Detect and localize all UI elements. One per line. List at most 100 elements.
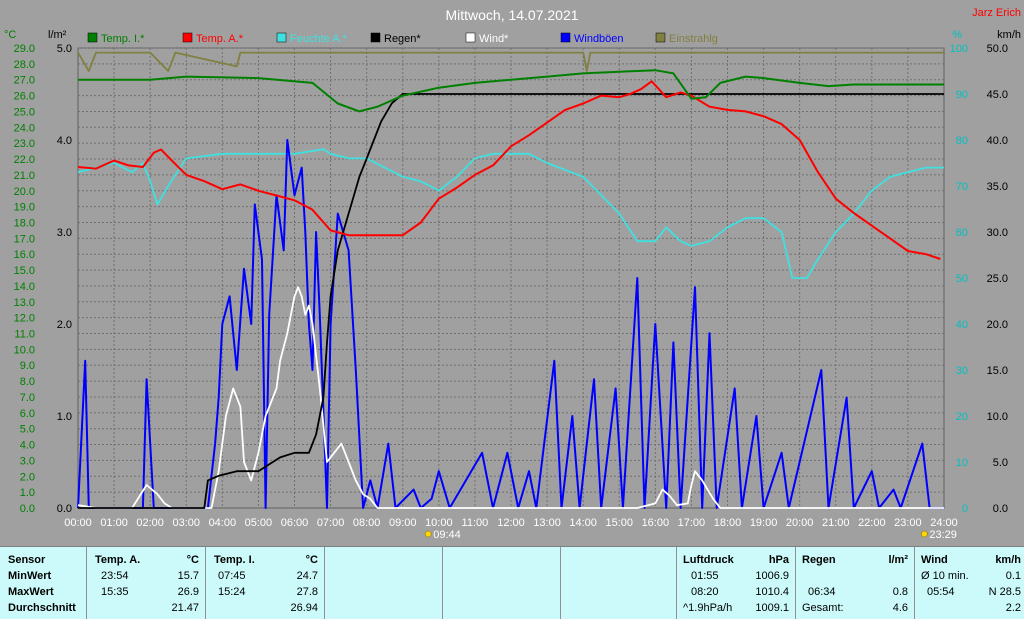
series-line-regen bbox=[78, 93, 944, 509]
temp-tick-label: 28.0 bbox=[14, 59, 35, 71]
axes: 0.0 1.0 2.0 3.0 4.0 5.0 6.0 7.0 8.0 9.0 10.0 11.0 12… bbox=[14, 43, 1008, 541]
min-label: MinWert bbox=[8, 570, 52, 582]
temp-tick-label: 14.0 bbox=[14, 281, 35, 293]
series-line-temp-a bbox=[77, 80, 941, 260]
wind-unit: km/h bbox=[995, 554, 1021, 566]
temp-tick-label: 4.0 bbox=[20, 440, 35, 452]
rain-unit: l/m² bbox=[888, 554, 908, 566]
indoor-avg-value: 26.94 bbox=[290, 602, 318, 614]
time-tick-label: 23:00 bbox=[894, 517, 922, 529]
wind-avg-value: 0.1 bbox=[1005, 570, 1021, 582]
temp-tick-label: 9.0 bbox=[20, 360, 35, 372]
pressure-title: Luftdruck bbox=[683, 554, 734, 566]
outdoor-temp-title: Temp. A. bbox=[95, 554, 141, 566]
temp-tick-label: 16.0 bbox=[14, 249, 35, 261]
time-tick-label: 18:00 bbox=[714, 517, 742, 529]
wind-max-time: 05:54 bbox=[927, 586, 955, 598]
time-tick-label: 20:00 bbox=[786, 517, 814, 529]
time-tick-label: 02:00 bbox=[136, 517, 164, 529]
wind-tick-label: 30.0 bbox=[987, 227, 1008, 239]
outdoor-max-time: 15:35 bbox=[101, 586, 129, 598]
weather-chart: Mittwoch, 14.07.2021 Jarz Erich °C l/m² … bbox=[4, 7, 1021, 541]
author-label: Jarz Erich bbox=[972, 7, 1021, 19]
humidity-tick-label: 40 bbox=[956, 319, 968, 331]
legend-swatch bbox=[276, 32, 287, 43]
wind-tick-label: 10.0 bbox=[987, 411, 1008, 423]
statistics-panel: Sensor MinWert MaxWert Durchschnitt Temp… bbox=[0, 546, 1024, 619]
humidity-tick-label: 10 bbox=[956, 457, 968, 469]
time-tick-label: 19:00 bbox=[750, 517, 778, 529]
stats-empty-3 bbox=[561, 547, 677, 619]
indoor-min-value: 24.7 bbox=[296, 570, 318, 582]
avg-label: Durchschnitt bbox=[8, 602, 76, 614]
humidity-tick-label: 90 bbox=[956, 89, 968, 101]
grid bbox=[77, 47, 945, 509]
pressure-max-value: 1010.4 bbox=[755, 586, 789, 598]
time-tick-label: 11:00 bbox=[462, 517, 489, 529]
humidity-tick-label: 0 bbox=[962, 503, 968, 515]
temp-tick-label: 21.0 bbox=[14, 170, 35, 182]
time-tick-label: 12:00 bbox=[497, 517, 525, 529]
legend-label: Temp. I.* bbox=[101, 33, 145, 45]
humidity-tick-label: 70 bbox=[956, 181, 968, 193]
chart-title: Mittwoch, 14.07.2021 bbox=[445, 7, 578, 23]
rain-max-time: 06:34 bbox=[808, 586, 836, 598]
series-line-einstrahlg bbox=[77, 51, 944, 72]
time-tick-label: 13:00 bbox=[533, 517, 561, 529]
time-tick-label: 07:00 bbox=[317, 517, 345, 529]
wind-tick-label: 20.0 bbox=[987, 319, 1008, 331]
time-tick-label: 22:00 bbox=[858, 517, 886, 529]
stats-pressure: Luftdruck hPa 01:55 1006.9 08:20 1010.4 … bbox=[677, 547, 796, 619]
temp-tick-label: 3.0 bbox=[20, 455, 35, 467]
time-tick-label: 24:00 bbox=[930, 517, 958, 529]
legend-label: Windböen bbox=[574, 33, 624, 45]
wind-tick-label: 5.0 bbox=[993, 457, 1008, 469]
legend-label: Temp. A.* bbox=[196, 33, 244, 45]
humidity-tick-label: 100 bbox=[950, 43, 968, 55]
humidity-tick-label: 60 bbox=[956, 227, 968, 239]
rain-unit-label: l/m² bbox=[48, 29, 67, 41]
rain-total-value: 4.6 bbox=[892, 602, 908, 614]
time-tick-label: 16:00 bbox=[642, 517, 670, 529]
legend-label: Einstrahlg bbox=[669, 33, 718, 45]
sunset-label: 23:29 bbox=[929, 529, 957, 541]
series-line-feuchte-a bbox=[77, 148, 944, 279]
temp-tick-label: 8.0 bbox=[20, 376, 35, 388]
temp-tick-label: 17.0 bbox=[14, 233, 35, 245]
temp-tick-label: 2.0 bbox=[20, 471, 35, 483]
legend-label: Feuchte A.* bbox=[290, 33, 348, 45]
rain-tick-label: 5.0 bbox=[57, 43, 72, 55]
outdoor-temp-unit: °C bbox=[186, 554, 199, 566]
temp-tick-label: 0.0 bbox=[20, 503, 35, 515]
stats-rain: Regen l/m² 06:34 0.8 Gesamt: 4.6 bbox=[796, 547, 915, 619]
time-tick-label: 04:00 bbox=[209, 517, 237, 529]
wind-unit-label: km/h bbox=[997, 29, 1021, 41]
outdoor-avg-value: 21.47 bbox=[171, 602, 199, 614]
sensor-label: Sensor bbox=[8, 554, 46, 566]
legend-swatch bbox=[465, 32, 476, 43]
legend-label: Regen* bbox=[384, 33, 421, 45]
temp-tick-label: 13.0 bbox=[14, 297, 35, 309]
indoor-max-time: 15:24 bbox=[218, 586, 246, 598]
temp-tick-label: 26.0 bbox=[14, 91, 35, 103]
pressure-min-time: 01:55 bbox=[691, 570, 719, 582]
rain-tick-label: 2.0 bbox=[57, 319, 72, 331]
time-tick-label: 00:00 bbox=[64, 517, 92, 529]
wind-current-value: 2.2 bbox=[1005, 602, 1021, 614]
rain-tick-label: 3.0 bbox=[57, 227, 72, 239]
rain-title: Regen bbox=[802, 554, 836, 566]
temp-tick-label: 1.0 bbox=[20, 487, 35, 499]
wind-tick-label: 50.0 bbox=[987, 43, 1008, 55]
rain-tick-label: 1.0 bbox=[57, 411, 72, 423]
indoor-temp-title: Temp. I. bbox=[214, 554, 255, 566]
pressure-trend: ^1.9hPa/h bbox=[683, 602, 733, 614]
temp-tick-label: 29.0 bbox=[14, 43, 35, 55]
series-line-windb-en bbox=[77, 139, 944, 509]
rain-tick-label: 0.0 bbox=[57, 503, 72, 515]
sunrise-label: 09:44 bbox=[433, 529, 461, 541]
outdoor-min-time: 23:54 bbox=[101, 570, 129, 582]
max-label: MaxWert bbox=[8, 586, 54, 598]
time-tick-label: 08:00 bbox=[353, 517, 381, 529]
stats-outdoor-temp: Temp. A. °C 23:54 15.7 15:35 26.9 21.47 bbox=[87, 547, 206, 619]
sunrise-icon bbox=[424, 530, 432, 538]
